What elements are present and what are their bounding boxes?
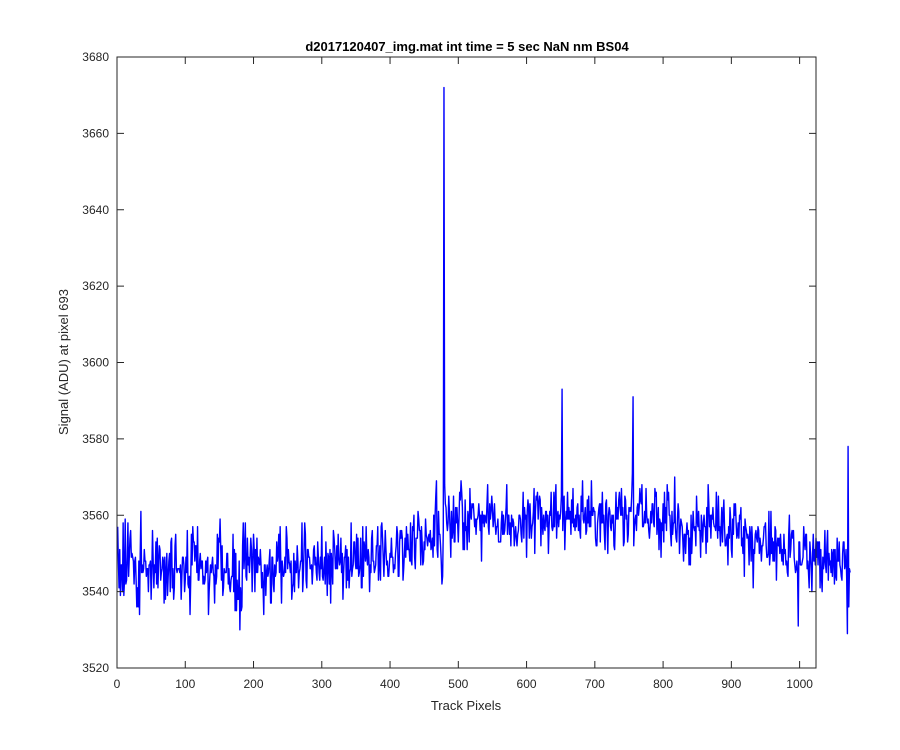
y-tick-label: 3580 [82,432,109,446]
x-tick-label: 800 [653,677,673,691]
y-tick-label: 3560 [82,508,109,522]
x-tick-label: 1000 [786,677,813,691]
chart-title: d2017120407_img.mat int time = 5 sec NaN… [305,39,629,54]
x-axis-label: Track Pixels [431,698,502,713]
x-tick-label: 300 [312,677,332,691]
x-tick-label: 700 [585,677,605,691]
y-tick-label: 3520 [82,661,109,675]
x-tick-label: 900 [721,677,741,691]
x-tick-label: 500 [448,677,468,691]
x-tick-label: 600 [517,677,537,691]
y-tick-label: 3640 [82,203,109,217]
x-tick-label: 400 [380,677,400,691]
x-tick-label: 200 [244,677,264,691]
x-axis: 0 100 200 300 400 500 600 700 800 900 1000 [114,57,813,691]
x-tick-label: 0 [114,677,121,691]
y-tick-label: 3600 [82,356,109,370]
x-tick-label: 100 [175,677,195,691]
y-axis: 3520 3540 3560 3580 3600 3620 3640 3660 3680 [82,50,816,675]
y-tick-label: 3660 [82,126,109,140]
series-line-0 [116,86,851,635]
y-tick-label: 3680 [82,50,109,64]
series-layer [116,86,851,635]
y-tick-label: 3620 [82,279,109,293]
y-tick-label: 3540 [82,585,109,599]
y-axis-label: Signal (ADU) at pixel 693 [56,289,71,435]
